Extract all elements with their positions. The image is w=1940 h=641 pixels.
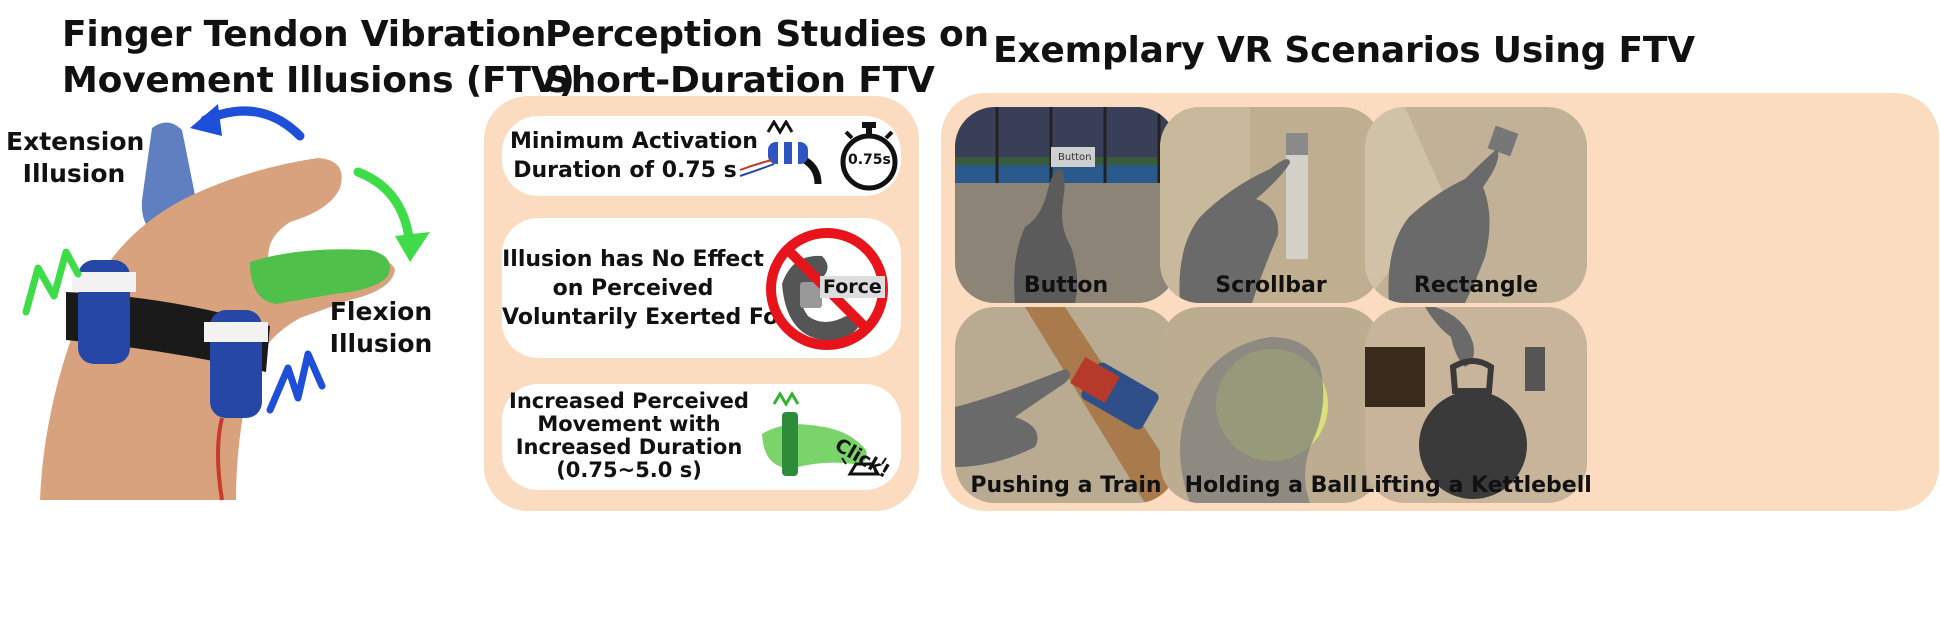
finger-click-icon <box>762 391 887 476</box>
card2-line2: on Perceived <box>552 276 714 301</box>
train-scene <box>955 307 1177 503</box>
scrollbar-scene <box>1160 107 1382 303</box>
scenario-label-kettlebell: Lifting a Kettlebell <box>1360 473 1592 498</box>
ball-scene <box>1160 307 1382 503</box>
flexion-illusion-label: Flexion Illusion <box>326 296 436 360</box>
scenario-tile-train <box>955 307 1177 503</box>
card3-text: Increased Perceived Movement with Increa… <box>504 390 754 482</box>
scenario-label-button: Button <box>1023 273 1109 298</box>
vr-scenarios-panel: Button <box>941 93 1939 511</box>
motor-holder-right <box>204 322 268 342</box>
card2-line3: Voluntarily Exerted Force <box>502 305 817 330</box>
flexion-arrow-icon <box>353 167 415 251</box>
motor-wire <box>216 417 224 501</box>
card1-text: Minimum Activation Duration of 0.75 s <box>510 127 758 185</box>
extension-illusion-label: Extension Illusion <box>6 126 145 190</box>
vibrator-device-icon <box>739 120 822 185</box>
ftv-title-line2: Movement Illusions (FTV) <box>62 60 575 101</box>
ftv-title: Finger Tendon Vibration Movement Illusio… <box>62 12 575 104</box>
card2-line1: Illusion has No Effect <box>502 247 764 272</box>
ftv-title-line1: Finger Tendon Vibration <box>62 14 547 55</box>
scenario-label-ball: Holding a Ball <box>1184 473 1358 498</box>
card-increased-duration: Increased Perceived Movement with Increa… <box>502 384 901 490</box>
perception-panel: Minimum Activation Duration of 0.75 s 0.… <box>484 96 919 511</box>
card3-line3: Increased Duration <box>515 435 743 459</box>
kettlebell-scene <box>1365 307 1587 503</box>
scenario-tile-ball <box>1160 307 1382 503</box>
card1-line1: Minimum Activation <box>510 129 758 154</box>
stopwatch-label: 0.75s <box>848 152 891 168</box>
rectangle-scene <box>1365 107 1587 303</box>
scenario-tile-scrollbar <box>1160 107 1382 303</box>
force-label: Force <box>820 276 885 298</box>
perception-title-line2: Short-Duration FTV <box>545 60 935 101</box>
scenario-tile-button <box>955 107 1177 303</box>
card1-line2: Duration of 0.75 s <box>513 158 737 183</box>
vr-scenarios-title: Exemplary VR Scenarios Using FTV <box>993 30 1695 71</box>
motor-holder-left <box>72 272 136 292</box>
green-vibration-icon <box>22 248 82 316</box>
card3-line4: (0.75~5.0 s) <box>556 458 702 482</box>
flexion-arrowhead-icon <box>395 232 430 262</box>
flexion-label-line2: Illusion <box>329 329 433 358</box>
card-no-effect-force: Illusion has No Effect on Perceived Volu… <box>502 218 901 358</box>
extension-label-line2: Illusion <box>22 159 126 188</box>
card3-line1: Increased Perceived <box>509 389 749 413</box>
blue-vibration-icon <box>266 350 326 414</box>
perception-title-line1: Perception Studies on <box>545 14 989 55</box>
flexion-label-line1: Flexion <box>329 297 433 326</box>
button-scene <box>955 107 1177 303</box>
stopwatch-icon <box>840 122 898 191</box>
scenario-tile-rectangle <box>1365 107 1587 303</box>
green-flexion-finger <box>250 249 390 304</box>
scenario-label-train: Pushing a Train <box>970 473 1162 498</box>
extension-arrowhead-icon <box>190 104 222 136</box>
card3-line2: Movement with <box>537 412 721 436</box>
scenario-label-scrollbar: Scrollbar <box>1215 273 1327 298</box>
button-overlay-text: Button <box>1058 152 1092 163</box>
perception-title: Perception Studies on Short-Duration FTV <box>545 12 989 104</box>
card-minimum-activation: Minimum Activation Duration of 0.75 s 0.… <box>502 116 901 196</box>
card2-text: Illusion has No Effect on Perceived Volu… <box>502 245 817 332</box>
extension-label-line1: Extension <box>6 127 145 156</box>
scenario-tile-kettlebell <box>1365 307 1587 503</box>
scenario-label-rectangle: Rectangle <box>1413 273 1539 298</box>
hand-photo-illustration <box>22 104 430 501</box>
